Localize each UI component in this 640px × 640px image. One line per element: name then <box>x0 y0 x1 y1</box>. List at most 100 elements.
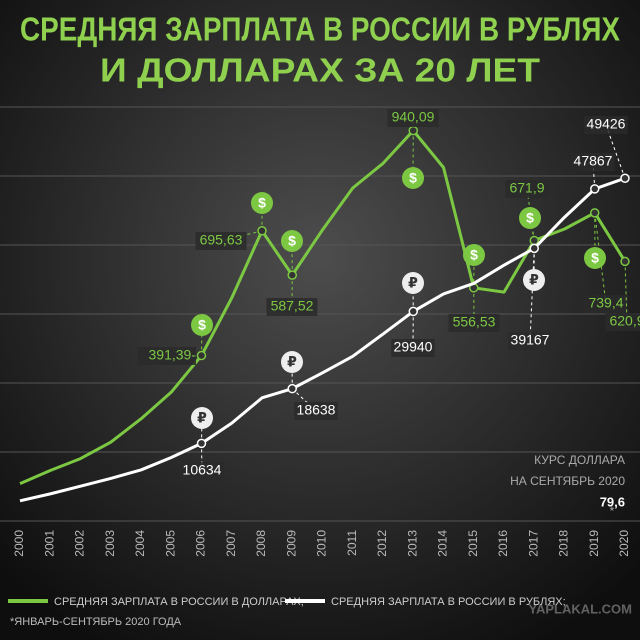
label-bg <box>448 314 500 332</box>
legend-label: СРЕДНЯЯ ЗАРПЛАТА В РОССИИ В РУБЛЯХ; <box>331 596 566 608</box>
icon-glyph: ₽ <box>197 410 207 426</box>
value-label-group: ₽18638 <box>281 351 338 420</box>
label-bg <box>508 332 552 350</box>
value-label-group: $695,63 <box>195 192 273 250</box>
data-label: 620,9 <box>609 313 640 329</box>
leader <box>624 261 628 323</box>
data-label: 695,63 <box>200 232 243 248</box>
x-tick-label: 2009 <box>284 530 298 557</box>
icon <box>281 230 303 252</box>
data-label: 391,39- <box>149 347 197 363</box>
leader <box>592 161 596 189</box>
data-label: 29940 <box>394 339 433 355</box>
chart-title: СРЕДНЯЯ ЗАРПЛАТА В РОССИИ В РУБЛЯХ <box>20 11 620 48</box>
x-tick-label: 2018 <box>557 530 571 557</box>
value-label-group: $671,9 <box>505 180 549 246</box>
point <box>257 226 267 236</box>
label-bg <box>584 295 628 313</box>
value-label-group: $391,39- <box>137 314 213 365</box>
label-bg <box>137 347 196 365</box>
label-bg <box>505 180 549 198</box>
data-label: 671,9 <box>509 180 544 196</box>
value-label-group: 47867 <box>571 153 615 194</box>
icon <box>584 247 606 269</box>
leader <box>220 230 263 242</box>
grid <box>0 106 640 522</box>
value-label-group: ₽29940 <box>391 272 435 357</box>
data-label: 47867 <box>574 153 613 169</box>
data-label: 739,4 <box>588 295 623 311</box>
x-tick-label: 2013 <box>405 530 419 557</box>
value-label-group: $739,4 <box>584 208 628 313</box>
point <box>620 173 630 184</box>
point <box>287 383 297 394</box>
point <box>408 306 418 317</box>
value-label-group: ₽10634 <box>180 407 224 480</box>
icon-glyph: $ <box>470 247 478 263</box>
value-label-group: $556,53 <box>448 244 500 332</box>
label-bg <box>584 116 628 134</box>
value-label-group: 49426 <box>584 116 630 184</box>
x-tick-label: 2012 <box>375 530 389 557</box>
data-label: 940,09 <box>392 109 435 125</box>
value-label-group: 620,9 <box>605 256 640 331</box>
point <box>287 270 297 280</box>
legend-label: СРЕДНЯЯ ЗАРПЛАТА В РОССИИ В ДОЛЛАРАХ; <box>54 596 304 608</box>
x-tick-label: 2006 <box>194 530 208 557</box>
x-tick-label: 2010 <box>315 530 329 557</box>
x-tick-label: 2000 <box>12 530 26 557</box>
icon <box>191 407 213 429</box>
line-0 <box>19 129 627 485</box>
x-tick-label: 2002 <box>73 530 87 557</box>
watermark: YAPLAKAL.COM <box>528 601 632 616</box>
point <box>408 125 418 136</box>
annotation: КУРС ДОЛЛАРА <box>534 453 625 467</box>
label-bg <box>266 298 318 316</box>
label-bg <box>571 153 615 171</box>
leader <box>201 417 203 444</box>
icon-glyph: $ <box>288 233 296 249</box>
data-label: 39167 <box>511 332 550 348</box>
label-bg <box>391 339 435 357</box>
icon <box>251 192 273 214</box>
x-tick-label: 2015 <box>466 530 480 557</box>
icon <box>402 167 424 189</box>
x-tick-label: 2008 <box>254 530 268 557</box>
footnote: *ЯНВАРЬ-СЕНТЯБРЬ 2020 ГОДА <box>10 616 182 628</box>
x-tick-label: 2004 <box>133 530 147 557</box>
x-tick-label: 2003 <box>103 530 117 557</box>
annotation: НА СЕНТЯБРЬ 2020 <box>510 474 625 488</box>
icon <box>191 314 213 336</box>
value-label-group: ₽39167 <box>508 243 552 350</box>
x-tick-label: 2011 <box>345 530 359 556</box>
label-bg <box>387 109 439 127</box>
label-bg <box>180 462 224 480</box>
x-tick-label: 2019 <box>587 530 601 557</box>
x-tick-label: 2020 <box>617 530 631 557</box>
icon <box>463 244 485 266</box>
data-label: 10634 <box>183 462 222 478</box>
label-bg <box>294 402 338 420</box>
value-label-group: $940,09 <box>387 109 439 189</box>
leader <box>201 443 203 472</box>
x-tick-label: 2014 <box>436 530 450 557</box>
icon-glyph: $ <box>526 210 534 226</box>
label-bg <box>605 313 640 331</box>
icon <box>281 351 303 373</box>
point <box>529 235 539 246</box>
x-tick-label: 2016 <box>496 530 510 557</box>
icon-glyph: ₽ <box>529 272 539 288</box>
annotation: 79,6 <box>600 494 625 509</box>
label-bg <box>195 232 247 250</box>
point <box>590 208 600 218</box>
x-tick-label: 2007 <box>224 530 238 557</box>
point <box>590 184 600 194</box>
icon-glyph: $ <box>409 170 417 186</box>
point <box>529 243 539 254</box>
point <box>196 438 207 449</box>
data-label: 587,52 <box>271 298 314 314</box>
data-label: 49426 <box>587 116 626 132</box>
icon <box>523 269 545 291</box>
